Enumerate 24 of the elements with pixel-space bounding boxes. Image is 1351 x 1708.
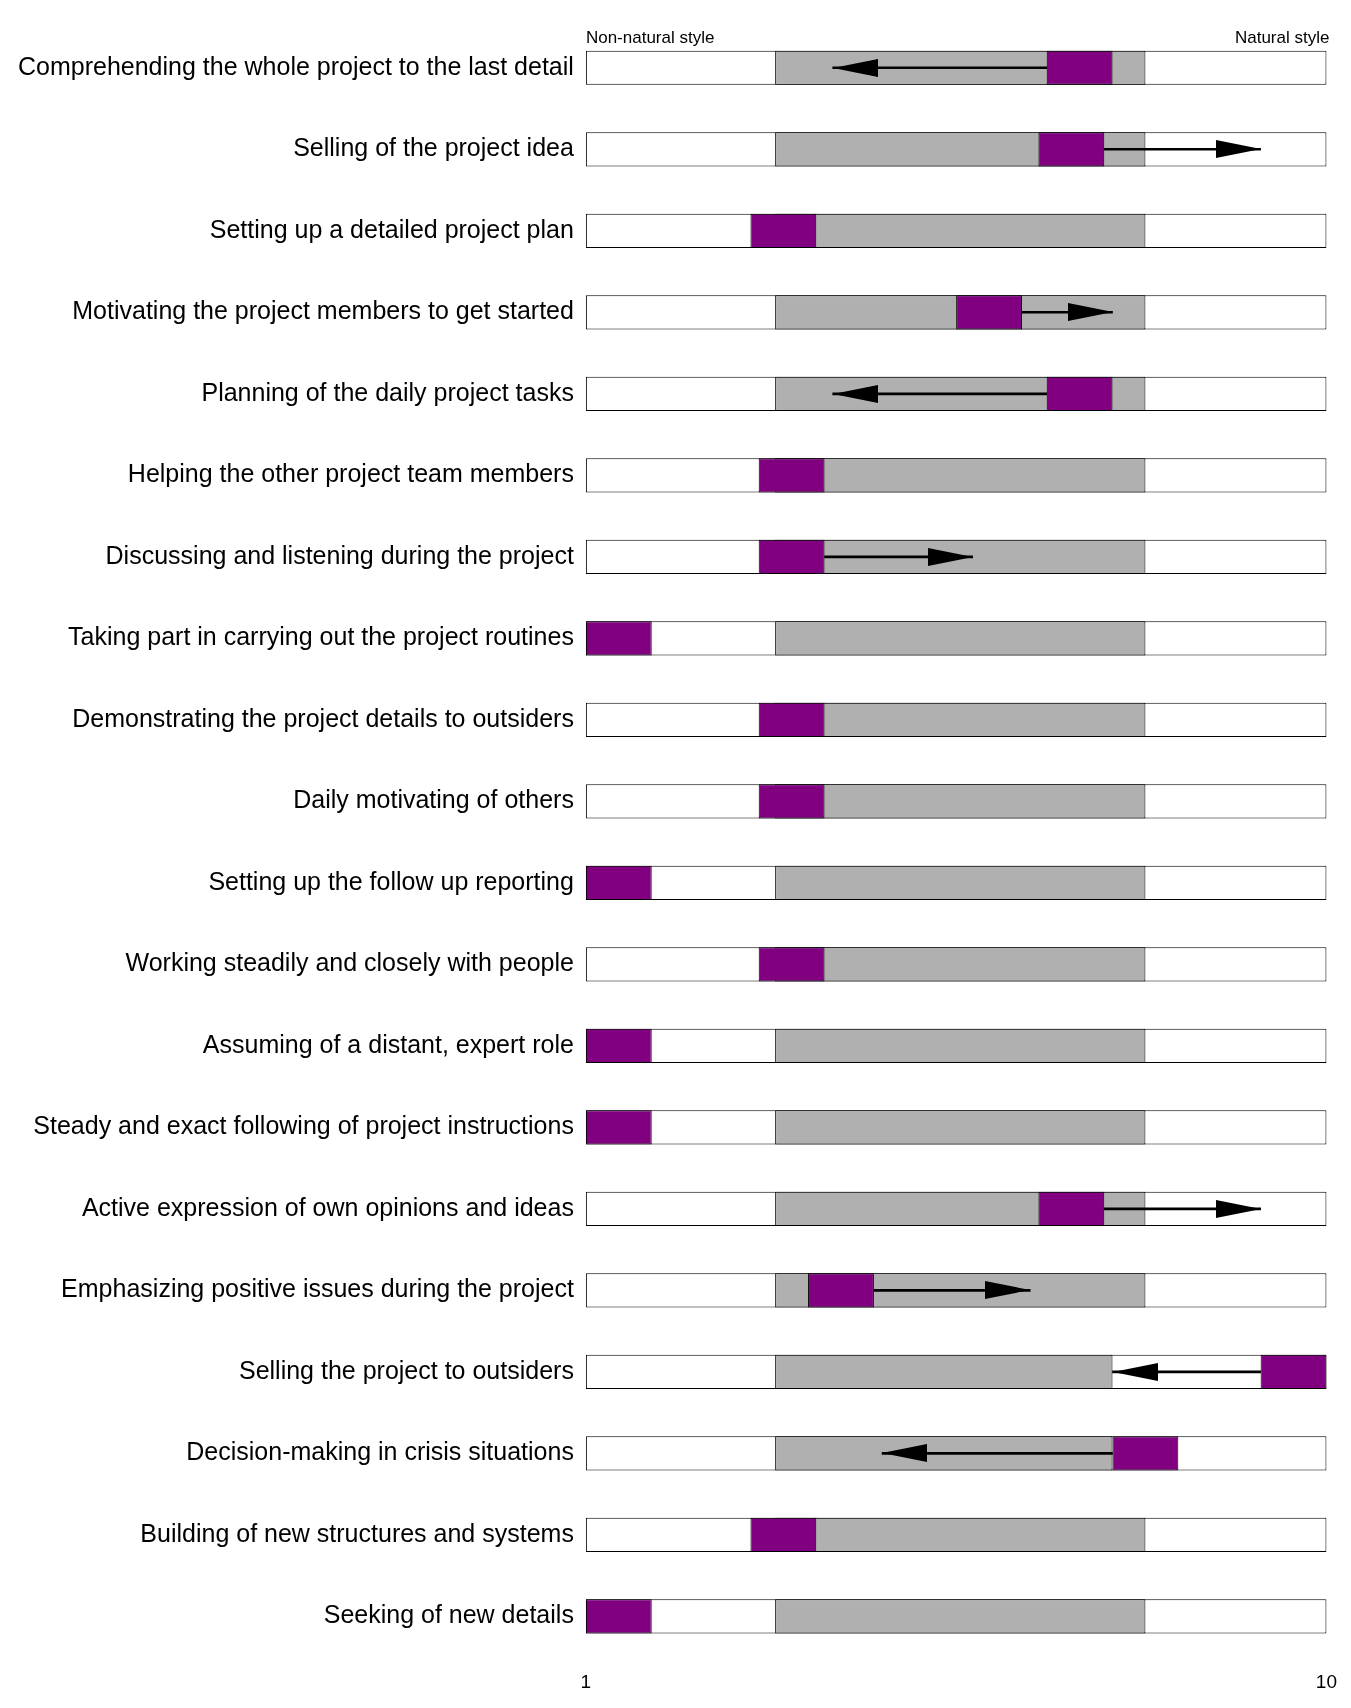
y-tick-label: Working steadily and closely with people — [125, 948, 574, 977]
y-tick-label: Discussing and listening during the project — [105, 540, 574, 569]
y-tick-label: Taking part in carrying out the project routines — [68, 622, 574, 651]
y-tick-label: Demonstrating the project details to outsiders — [72, 703, 574, 732]
y-tick-label: Selling of the project idea — [293, 133, 574, 162]
y-tick-label: Helping the other project team members — [127, 459, 574, 488]
y-tick-label: Daily motivating of others — [293, 785, 574, 814]
y-tick-label: Planning of the daily project tasks — [201, 377, 574, 406]
y-tick-label: Motivating the project members to get started — [72, 296, 574, 325]
y-tick-label: Steady and exact following of project instructions — [33, 1111, 574, 1140]
x-tick-label: 10 — [1315, 1670, 1337, 1692]
y-tick-label: Building of new structures and systems — [140, 1518, 574, 1547]
y-tick-label: Decision-making in crisis situations — [186, 1437, 574, 1466]
y-tick-label: Assuming of a distant, expert role — [202, 1029, 574, 1058]
annotation: Non-natural style — [585, 27, 715, 47]
y-tick-label: Comprehending the whole project to the last detail — [17, 51, 574, 80]
annotation: Natural style — [1234, 27, 1330, 47]
y-tick-label: Active expression of own opinions and ideas — [81, 1192, 574, 1221]
x-tick-label: 1 — [580, 1670, 592, 1692]
y-tick-label: Seeking of new details — [323, 1600, 574, 1629]
y-tick-label: Setting up the follow up reporting — [208, 866, 574, 895]
y-tick-label: Setting up a detailed project plan — [209, 214, 574, 243]
y-tick-label: Emphasizing positive issues during the project — [61, 1274, 574, 1303]
y-tick-label: Selling the project to outsiders — [238, 1355, 574, 1384]
